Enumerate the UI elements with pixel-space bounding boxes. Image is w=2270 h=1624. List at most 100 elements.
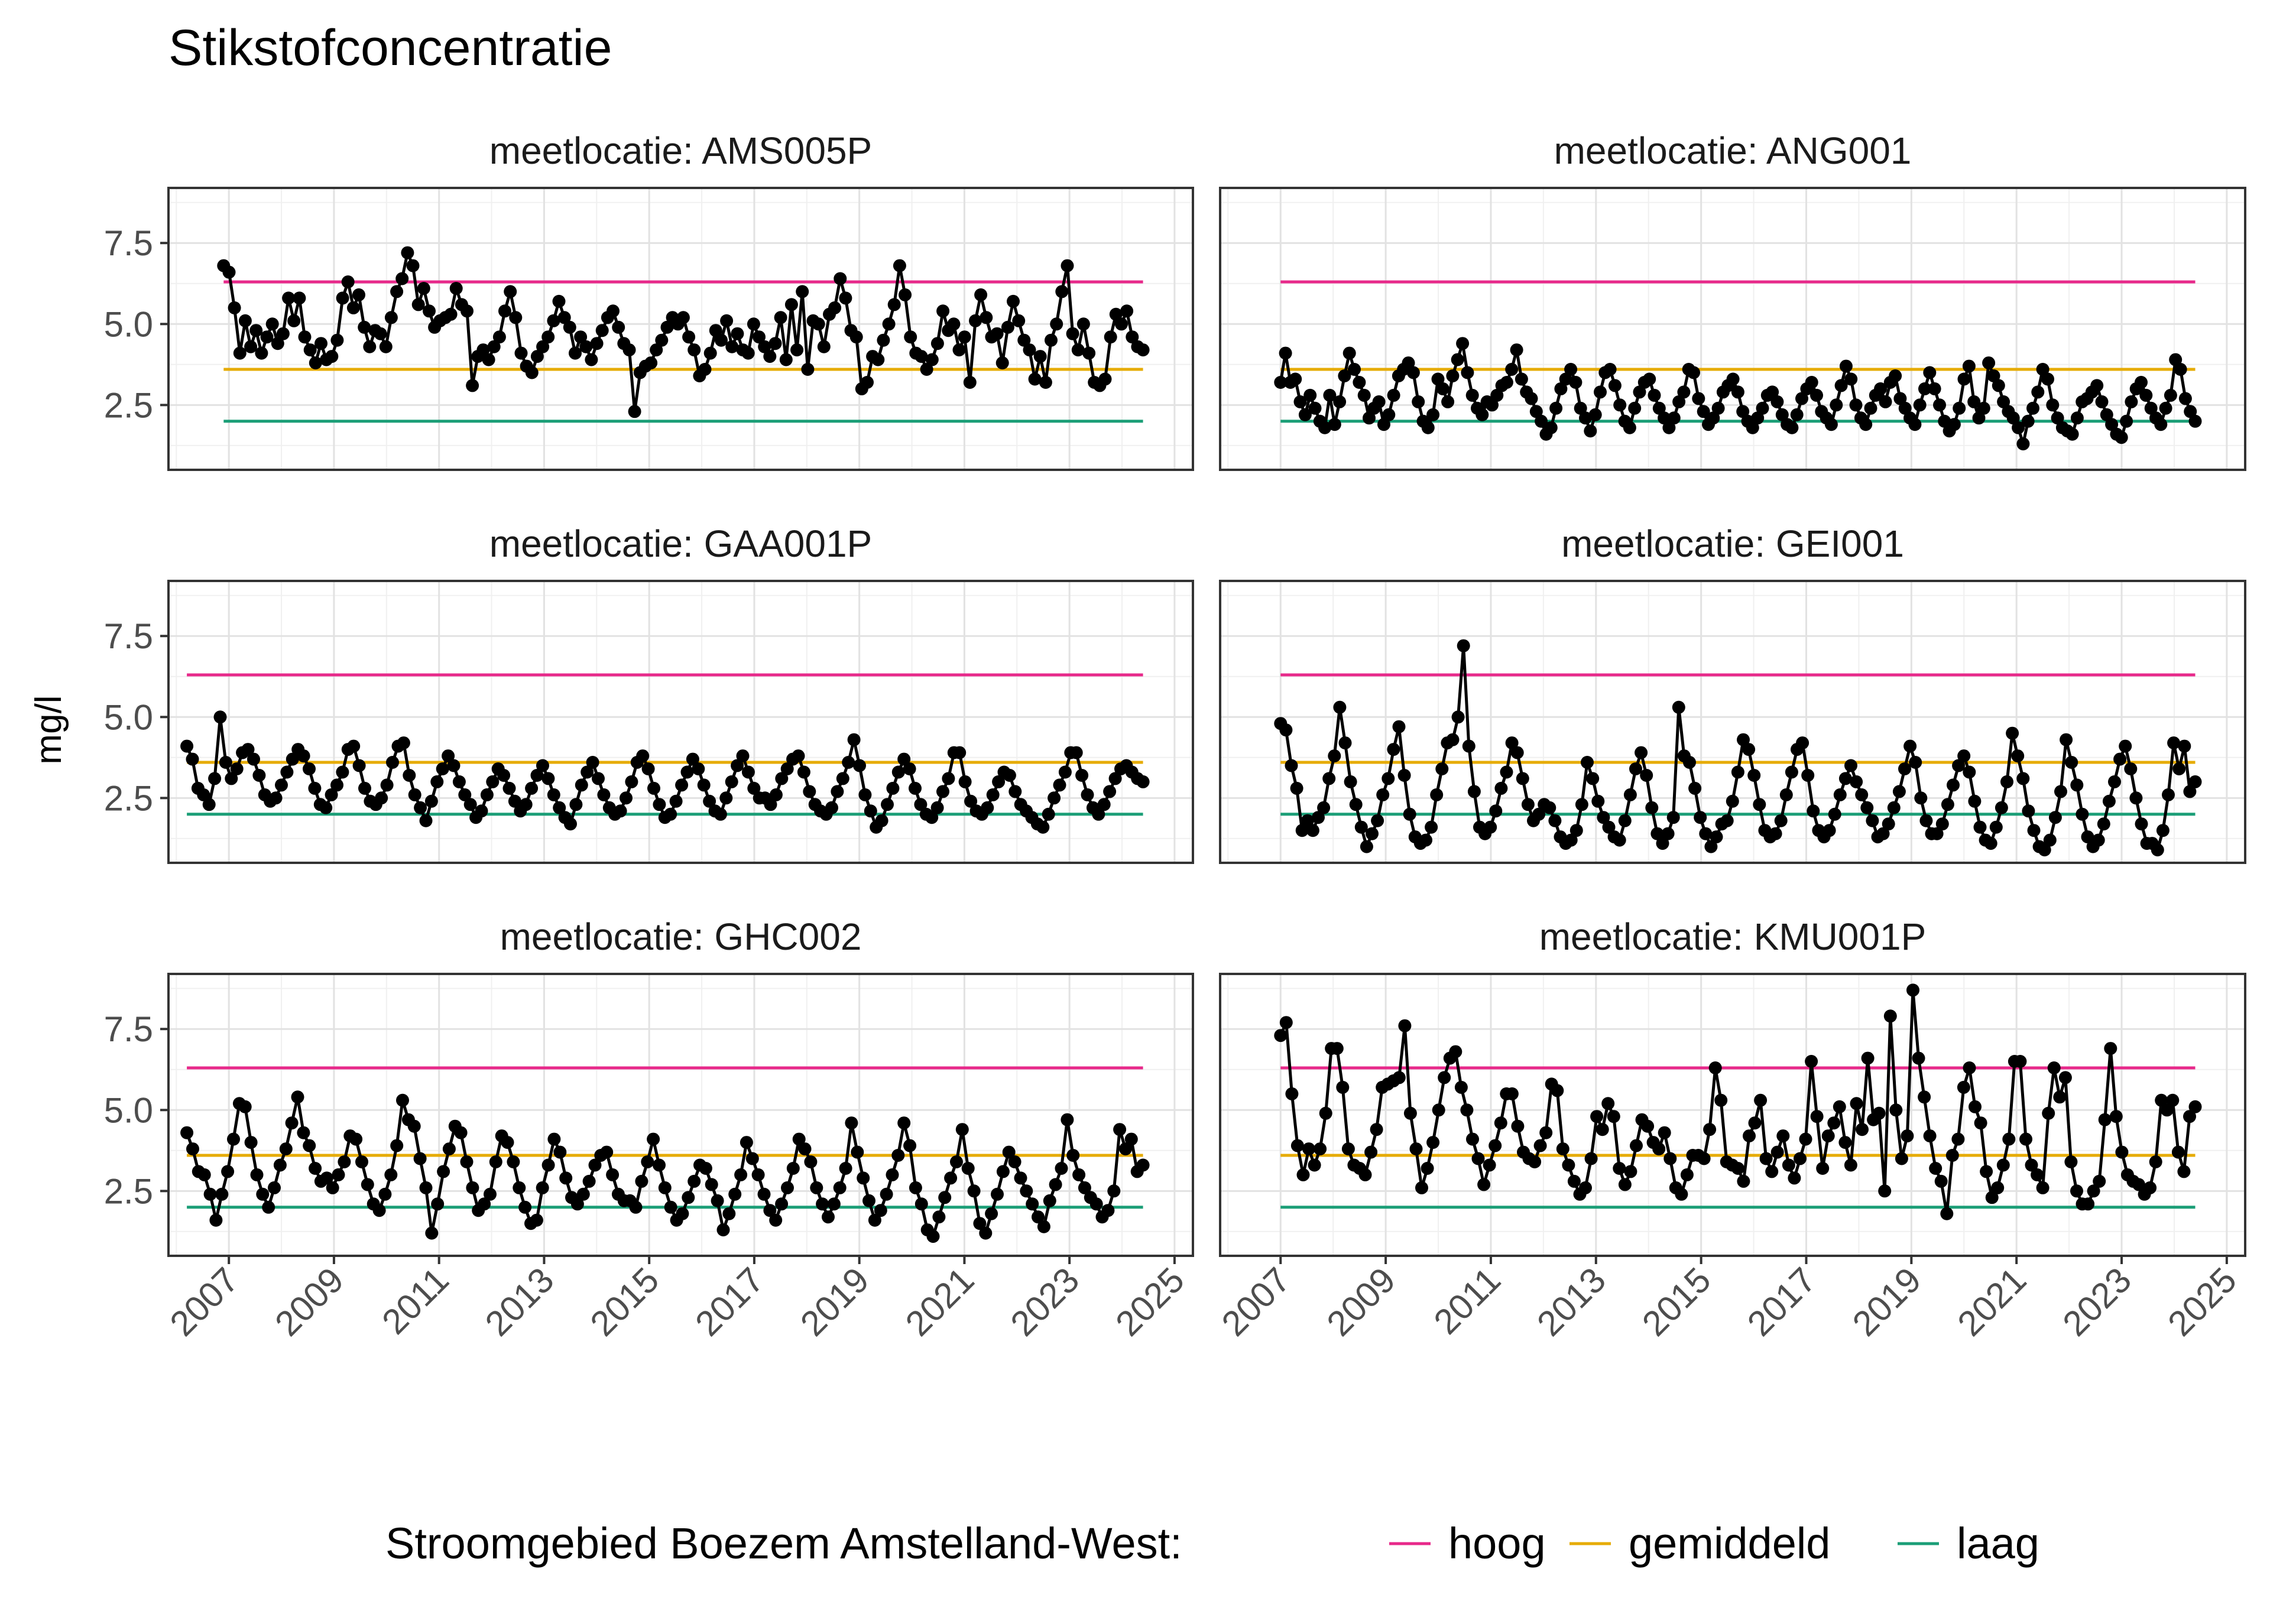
data-point bbox=[1348, 363, 1361, 376]
data-point bbox=[1409, 1142, 1423, 1156]
data-point bbox=[768, 337, 782, 350]
data-point bbox=[2184, 405, 2197, 418]
data-point bbox=[675, 778, 689, 792]
data-point bbox=[2064, 1155, 2078, 1168]
data-point bbox=[1775, 408, 1789, 421]
data-point bbox=[1446, 733, 1460, 746]
data-point bbox=[564, 817, 577, 831]
data-point bbox=[1838, 1136, 1852, 1149]
data-point bbox=[1876, 827, 1890, 840]
data-point bbox=[1790, 408, 1804, 421]
data-point bbox=[952, 343, 966, 357]
legend-items: hoog gemiddeld laag bbox=[1389, 1519, 2039, 1568]
data-point bbox=[1849, 398, 1863, 412]
data-point bbox=[833, 1181, 847, 1194]
data-point bbox=[864, 804, 877, 818]
data-point bbox=[775, 772, 789, 785]
data-point bbox=[536, 1181, 549, 1194]
data-point bbox=[728, 1187, 742, 1201]
data-point bbox=[518, 1200, 532, 1214]
data-point bbox=[2160, 1103, 2174, 1117]
data-point bbox=[769, 1213, 783, 1227]
data-point bbox=[595, 324, 609, 337]
data-point bbox=[372, 1204, 386, 1217]
data-point bbox=[1957, 749, 1971, 763]
data-point bbox=[1844, 759, 1857, 772]
data-point bbox=[1113, 1123, 1127, 1136]
data-point bbox=[2060, 733, 2073, 746]
data-point bbox=[1850, 775, 1863, 788]
data-point bbox=[501, 1136, 514, 1149]
data-point bbox=[1703, 1123, 1717, 1136]
data-point bbox=[851, 1145, 864, 1159]
data-point bbox=[1451, 710, 1465, 724]
data-point bbox=[1984, 837, 1997, 850]
data-point bbox=[1543, 801, 1556, 814]
data-point bbox=[775, 1197, 789, 1211]
data-point bbox=[2087, 1184, 2100, 1198]
data-point bbox=[2115, 431, 2128, 444]
data-point bbox=[1830, 398, 1843, 412]
data-point bbox=[980, 311, 993, 324]
data-point bbox=[985, 1207, 998, 1220]
data-point bbox=[1358, 1168, 1372, 1181]
data-point bbox=[1431, 372, 1445, 386]
data-point bbox=[1532, 807, 1546, 821]
data-point bbox=[213, 710, 227, 724]
data-point bbox=[1012, 314, 1026, 327]
data-point bbox=[228, 301, 241, 314]
data-point bbox=[1912, 1051, 1925, 1065]
data-point bbox=[920, 363, 933, 376]
data-point bbox=[899, 288, 912, 301]
data-point bbox=[1962, 359, 1976, 373]
data-point bbox=[1940, 1207, 1954, 1220]
data-point bbox=[1987, 369, 2000, 382]
data-point bbox=[525, 781, 539, 795]
data-point bbox=[325, 788, 338, 801]
data-point bbox=[293, 291, 306, 305]
data-point bbox=[2070, 411, 2084, 425]
data-point bbox=[709, 324, 722, 337]
data-point bbox=[607, 304, 620, 318]
data-point bbox=[804, 1155, 818, 1168]
data-point bbox=[688, 1174, 701, 1188]
data-point bbox=[390, 1139, 404, 1152]
data-point bbox=[197, 1168, 211, 1181]
data-point bbox=[967, 1184, 981, 1198]
data-point bbox=[2070, 1184, 2083, 1198]
data-point bbox=[509, 311, 523, 324]
data-point bbox=[2036, 1181, 2050, 1194]
data-point bbox=[1751, 411, 1765, 425]
data-point bbox=[698, 363, 712, 376]
data-point bbox=[530, 769, 544, 782]
data-point bbox=[2166, 1093, 2180, 1107]
data-point bbox=[287, 314, 301, 327]
data-point bbox=[1039, 376, 1052, 389]
data-point bbox=[688, 343, 701, 357]
data-point bbox=[915, 350, 928, 363]
data-point bbox=[197, 788, 210, 801]
data-point bbox=[1505, 736, 1519, 750]
data-point bbox=[275, 778, 288, 792]
data-point bbox=[1743, 1129, 1756, 1143]
data-point bbox=[1341, 1142, 1355, 1156]
data-point bbox=[1484, 820, 1497, 834]
data-point bbox=[1666, 811, 1680, 824]
data-point bbox=[1082, 346, 1096, 360]
data-point bbox=[1377, 418, 1390, 431]
data-point bbox=[1935, 817, 1949, 831]
data-point bbox=[1471, 1152, 1485, 1165]
data-point bbox=[995, 356, 1009, 370]
data-point bbox=[1049, 1178, 1062, 1191]
data-point bbox=[1584, 424, 1597, 438]
data-point bbox=[2041, 372, 2054, 386]
data-point bbox=[1075, 769, 1089, 782]
data-point bbox=[497, 769, 511, 782]
data-point bbox=[1048, 791, 1061, 805]
data-point bbox=[2135, 817, 2148, 831]
data-point bbox=[2019, 1132, 2032, 1146]
data-point bbox=[442, 1142, 456, 1156]
data-point bbox=[1322, 772, 1336, 785]
data-point bbox=[714, 807, 727, 821]
